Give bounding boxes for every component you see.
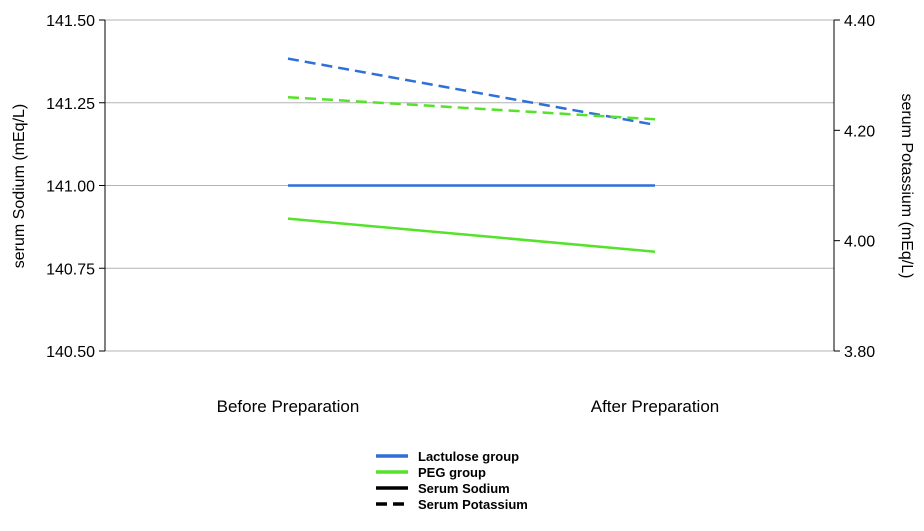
left-tick-label: 140.50 <box>46 344 95 361</box>
series-line <box>287 217 656 253</box>
right-tick-label: 4.00 <box>844 234 875 251</box>
legend-label: Serum Potassium <box>418 497 528 512</box>
left-tick-label: 141.25 <box>46 96 95 113</box>
series-line <box>287 57 656 127</box>
series-line <box>287 95 656 121</box>
legend-label: PEG group <box>418 465 486 480</box>
right-tick-label: 3.80 <box>844 344 875 361</box>
legend-label: Serum Sodium <box>418 481 510 496</box>
x-category-label: After Preparation <box>591 397 720 416</box>
left-tick-label: 141.00 <box>46 179 95 196</box>
left-axis-ticks: 141.50 141.25 141.00 140.75 140.50 <box>46 13 105 361</box>
right-tick-label: 4.20 <box>844 123 875 140</box>
right-axis-label: serum Potassium (mEq/L) <box>898 94 915 279</box>
category-labels: Before Preparation After Preparation <box>217 397 720 416</box>
left-tick-label: 140.75 <box>46 261 95 278</box>
right-tick-label: 4.40 <box>844 13 875 30</box>
left-tick-label: 141.50 <box>46 13 95 30</box>
right-axis-ticks: 4.40 4.20 4.00 3.80 <box>834 13 875 361</box>
series-lines <box>287 57 656 253</box>
left-axis-label: serum Sodium (mEq/L) <box>11 104 28 269</box>
legend-label: Lactulose group <box>418 449 519 464</box>
x-category-label: Before Preparation <box>217 397 360 416</box>
